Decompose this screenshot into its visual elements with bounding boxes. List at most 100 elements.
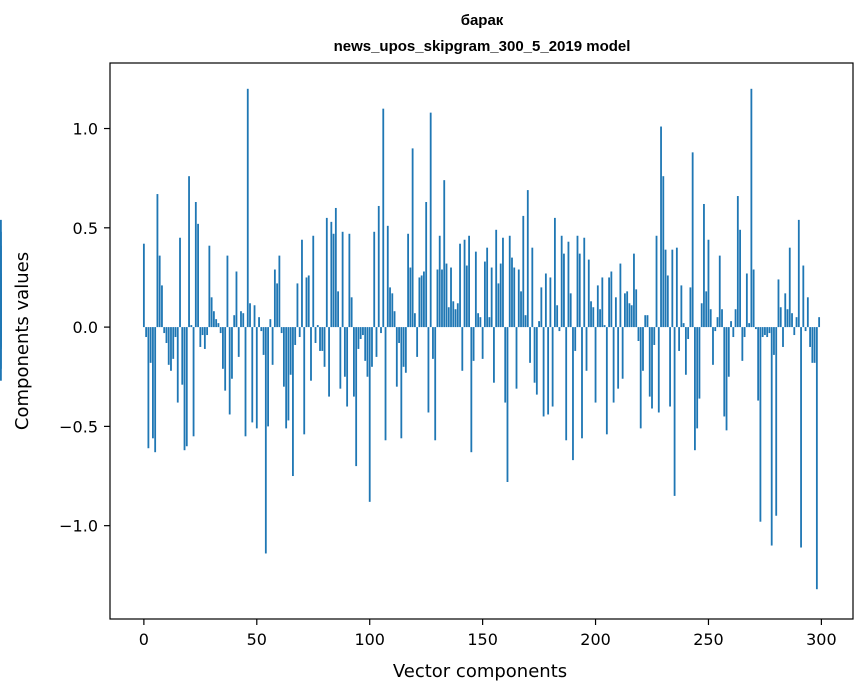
bar-48 (251, 327, 254, 423)
bar-166 (517, 269, 520, 328)
bar-177 (542, 327, 545, 417)
bar-144 (468, 235, 470, 328)
bar-263 (736, 196, 739, 328)
bar-65 (289, 327, 292, 375)
bar-215 (628, 303, 631, 328)
bar-241 (687, 327, 690, 340)
bar-163 (511, 257, 513, 328)
bar-210 (617, 327, 620, 389)
bar-121 (416, 327, 419, 357)
bar-192 (576, 235, 579, 328)
bar-14 (174, 327, 177, 338)
bar-197 (587, 259, 590, 328)
bar-162 (508, 235, 511, 328)
bar-169 (524, 315, 527, 328)
bar-70 (301, 239, 303, 328)
bar-252 (712, 327, 714, 365)
bar-10 (165, 327, 168, 343)
bar-71 (303, 327, 306, 435)
bar-20 (188, 176, 190, 328)
bar-276 (766, 327, 769, 338)
bar-207 (610, 271, 613, 328)
bar-47 (249, 303, 251, 328)
bar-0 (142, 243, 145, 328)
bar-21 (190, 325, 193, 328)
bar-58 (273, 269, 276, 328)
chart-title: барак (461, 12, 504, 29)
bar-204 (603, 325, 606, 328)
bar-217 (633, 253, 635, 328)
bar-13 (172, 327, 175, 359)
bar-24 (197, 223, 199, 328)
bar-85 (334, 207, 337, 328)
bar-208 (612, 327, 615, 403)
bar-297 (813, 327, 816, 363)
chart-subtitle: news_upos_skipgram_300_5_2019 model (334, 38, 631, 55)
bar-35 (222, 327, 224, 369)
bar-137 (452, 301, 455, 328)
y-axis-label: Components values (12, 252, 33, 430)
bar-82 (328, 327, 330, 397)
bar-83 (330, 221, 333, 328)
bar-244 (694, 327, 696, 451)
bar-94 (355, 327, 358, 467)
bar-50 (255, 327, 258, 429)
bar-46 (246, 88, 249, 328)
bar-293 (804, 327, 807, 332)
bar-251 (709, 309, 712, 328)
bar-167 (520, 291, 522, 328)
bar-159 (502, 237, 504, 328)
bar-280 (775, 327, 778, 516)
bar-118 (409, 267, 412, 328)
bar-52 (260, 327, 263, 332)
bar-125 (425, 202, 428, 328)
bar-63 (285, 327, 288, 429)
bar-97 (362, 327, 364, 336)
bar-32 (215, 319, 218, 328)
bar-72 (305, 277, 308, 328)
bar-295 (809, 327, 811, 347)
bar-30 (210, 297, 213, 328)
bar-281 (777, 279, 780, 328)
bar-67 (294, 327, 297, 345)
bar-89 (343, 327, 346, 377)
bar-203 (601, 277, 604, 328)
bar-102 (373, 231, 376, 328)
bar-53 (262, 327, 265, 355)
bar-37 (226, 255, 229, 328)
bar-194 (581, 327, 583, 439)
bar-214 (626, 291, 629, 328)
bar-209 (614, 297, 617, 328)
bar-4 (152, 327, 154, 439)
bar-44 (242, 313, 245, 328)
bar-132 (441, 269, 443, 328)
bar-155 (493, 327, 495, 383)
bar-111 (393, 311, 396, 328)
bar-123 (420, 275, 423, 328)
bar-98 (364, 327, 367, 361)
bar-212 (621, 327, 624, 379)
bar-88 (341, 231, 344, 328)
x-axis-label: Vector components (393, 661, 567, 682)
x-tick-label: 50 (247, 630, 267, 649)
bar-26 (201, 327, 204, 336)
bar-138 (454, 309, 457, 328)
y-axis-ticks: −1.0 −0.5 0.0 0.5 1.0 (59, 120, 110, 536)
bar-189 (569, 293, 572, 328)
bar-227 (655, 235, 658, 328)
bar-205 (605, 327, 608, 435)
x-tick-label: 200 (580, 630, 611, 649)
bar-223 (646, 315, 649, 328)
bar-182 (553, 217, 556, 328)
bar-191 (574, 327, 577, 351)
bar-262 (734, 309, 737, 328)
bar-142 (463, 239, 466, 328)
bar-undefined (0, 277, 2, 328)
bar-296 (811, 327, 814, 363)
bar-29 (208, 245, 211, 328)
bar-86 (337, 291, 339, 328)
bar-165 (515, 327, 518, 389)
y-tick-label: 0.0 (73, 318, 98, 337)
bar-283 (782, 327, 784, 347)
bar-77 (316, 325, 319, 328)
